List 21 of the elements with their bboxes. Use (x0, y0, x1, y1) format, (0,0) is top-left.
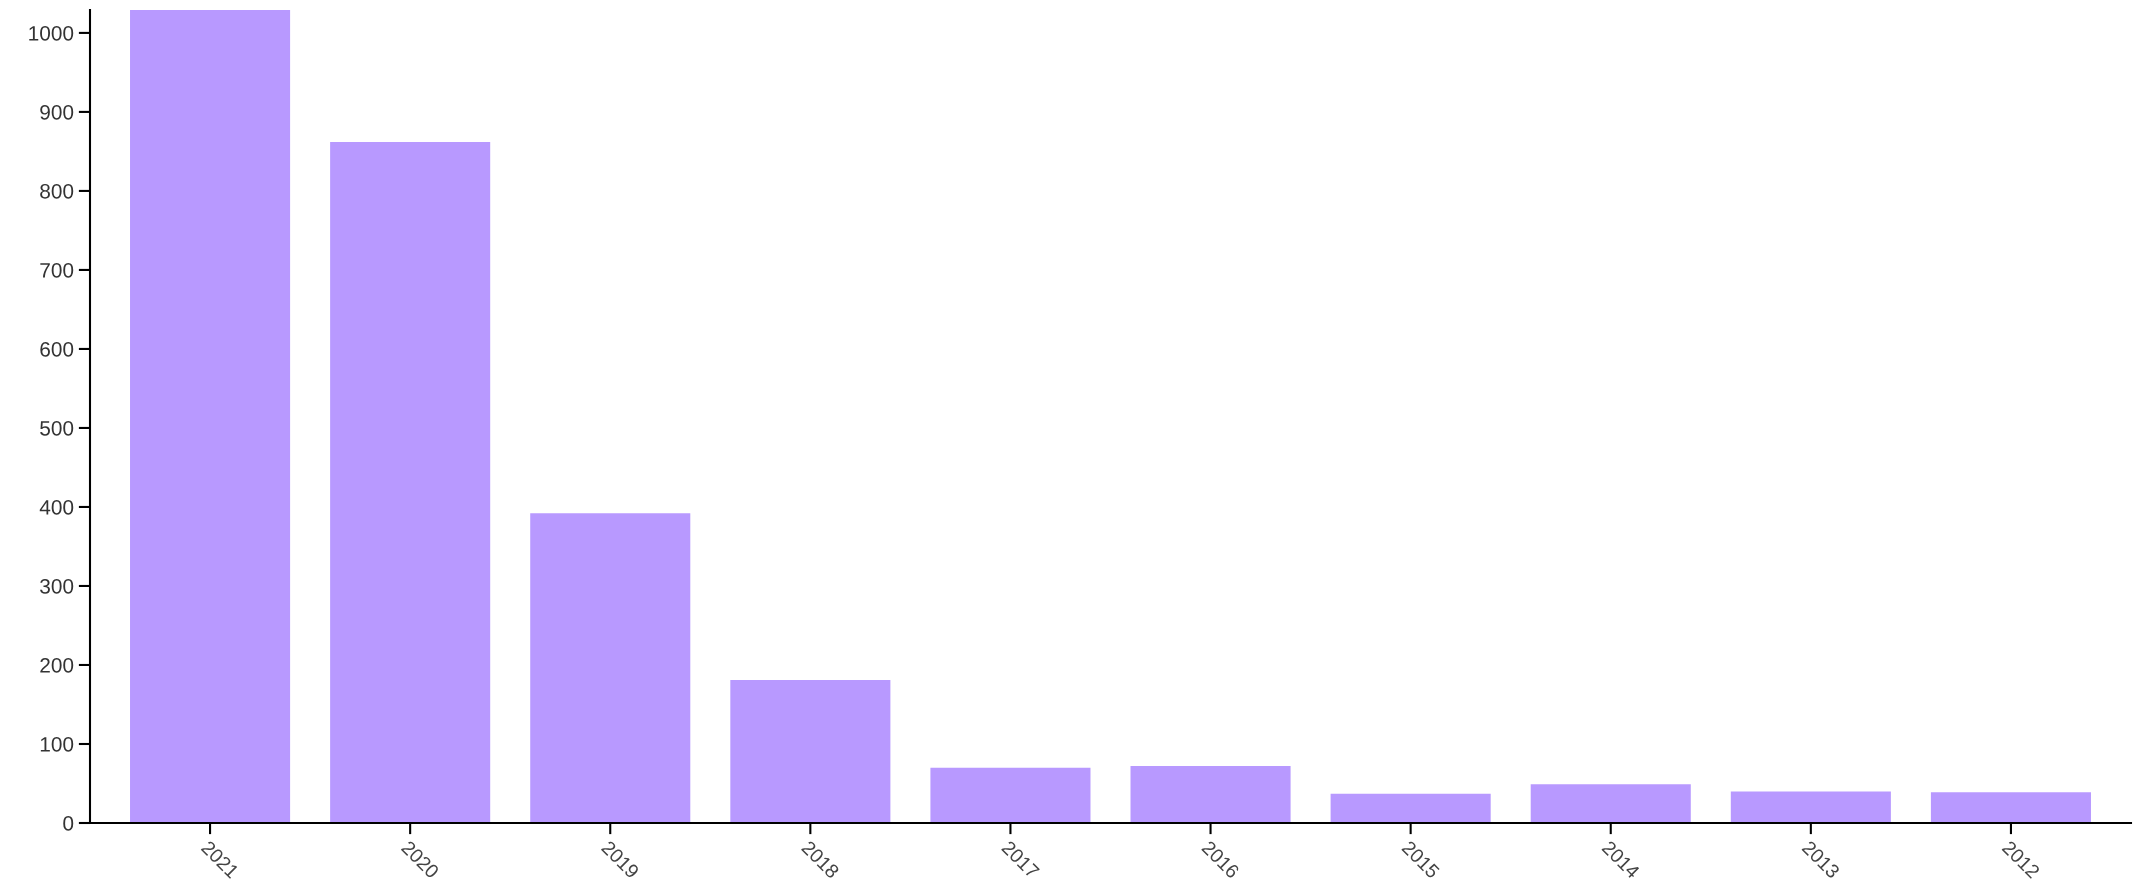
bar (1330, 793, 1491, 823)
y-tick-label: 900 (40, 104, 74, 120)
bar (130, 10, 291, 823)
y-tick-label: 500 (40, 420, 74, 436)
y-tick-label: 200 (40, 657, 74, 673)
bar (1930, 792, 2091, 823)
bar (1730, 791, 1891, 823)
bar (1130, 766, 1291, 823)
y-tick-label: 0 (63, 816, 74, 831)
y-tick-label: 400 (39, 499, 74, 515)
y-tick-label: 100 (40, 736, 74, 752)
y-tick-label: 800 (40, 183, 74, 199)
y-tick-label: 700 (40, 262, 74, 278)
bar (330, 141, 491, 823)
y-tick-label: 1000 (29, 25, 74, 41)
y-tick-label: 300 (40, 578, 74, 594)
bar (930, 767, 1091, 823)
bar (1530, 784, 1691, 823)
y-tick-label: 600 (40, 341, 74, 357)
bar (530, 513, 691, 823)
bar (730, 679, 891, 823)
